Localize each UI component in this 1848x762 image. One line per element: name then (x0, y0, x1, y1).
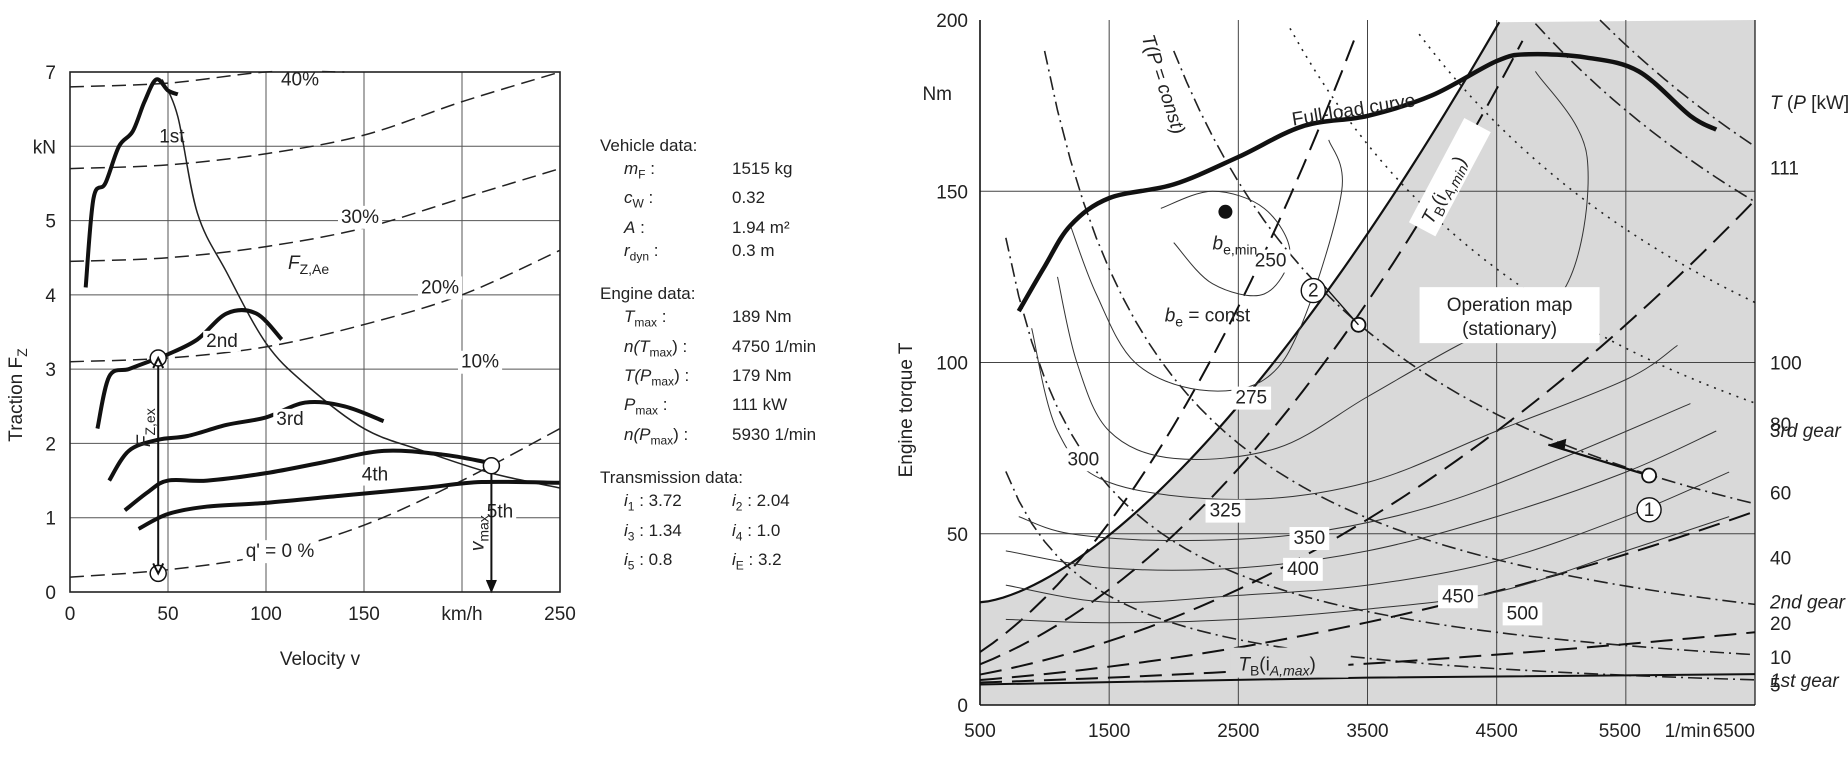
y-tick-label: 3 (45, 360, 56, 381)
plot-frame (69, 71, 561, 593)
data-value: 0.32 (732, 188, 766, 208)
traction-ylabel: Traction FZ (6, 348, 30, 442)
label-bg (277, 68, 323, 92)
data-value: 111 kW (732, 395, 788, 415)
arrow-head (152, 355, 165, 369)
gear-label: 5th (487, 502, 513, 523)
label-bg (417, 276, 463, 300)
hyperbola-label: FZ,Ae (288, 253, 329, 277)
marker-label: vmax (467, 515, 491, 551)
label-bg (203, 330, 241, 352)
data-row: T(Pmax) : 179 Nm (600, 364, 850, 393)
y-tick-label: 0 (45, 583, 56, 604)
grade-label: 10% (461, 352, 499, 373)
x-tick-label: 150 (348, 604, 380, 625)
y-tick-label: 2 (45, 434, 56, 455)
section-title: Transmission data: (600, 468, 743, 488)
data-value: 5930 1/min (732, 424, 817, 444)
gear-curve (123, 448, 486, 512)
traction-axes: 0 50 100 150 km/h 250 0 1 2 3 4 5 kN 7 (33, 63, 576, 625)
y-tick-label: 1 (45, 509, 56, 530)
data-key: n(Pmax) : (624, 424, 689, 448)
data-row: n(Tmax) : 4750 1/min (600, 335, 850, 364)
label-bg (242, 540, 318, 564)
x-tick-label: 250 (544, 604, 576, 625)
grade-curve (69, 71, 561, 170)
data-panel: Vehicle data: mF : 1515 kg cW : 0.32 A : 1.94 … (600, 134, 850, 577)
data-key: cW : (624, 188, 654, 211)
data-row: cW : 0.32 (600, 186, 850, 215)
traction-xlabel: Velocity v (280, 649, 361, 670)
grade-curve (69, 167, 561, 263)
section-title: Vehicle data: (600, 136, 698, 155)
data-key: n(Tmax) : (624, 336, 688, 359)
data-row: Tmax : 189 Nm (600, 305, 850, 334)
transmission-row: i5 : 0.8 iE : 3.2 (600, 548, 850, 577)
data-key: rdyn : (624, 240, 659, 264)
gear-curve (83, 77, 179, 288)
ratio-item: i5 : 0.8 (624, 549, 673, 573)
marker-circle (482, 456, 501, 475)
y-tick-label: 7 (45, 63, 56, 84)
data-row: Pmax : 111 kW (600, 393, 850, 422)
data-row: A : 1.94 m² (600, 216, 850, 239)
y-tick-label: kN (33, 137, 56, 158)
data-key: Tmax : (624, 307, 667, 330)
data-value: 1515 kg (732, 159, 793, 178)
gear-curve (95, 308, 284, 430)
data-key: Pmax : (624, 395, 668, 418)
gear-curve (137, 479, 561, 531)
data-row: rdyn : 0.3 m (600, 239, 850, 268)
data-value: 189 Nm (732, 307, 792, 327)
arrow-head (485, 579, 497, 594)
ratio-item: i3 : 1.34 (624, 520, 682, 543)
marker-label: FZ,ex (134, 408, 158, 447)
x-tick-label: 0 (65, 604, 76, 625)
data-row: n(Pmax) : 5930 1/min (600, 423, 850, 452)
ratio-item: iE : 3.2 (732, 549, 782, 573)
x-tick-label: km/h (441, 604, 482, 625)
data-key: T(Pmax) : (624, 365, 690, 389)
x-tick-label: 100 (250, 604, 282, 625)
traction-grid (70, 72, 560, 592)
grade-label: 40% (281, 69, 319, 90)
label-bg (358, 464, 392, 486)
label-bg (273, 408, 307, 430)
gear-label: 2nd (206, 331, 238, 352)
gear-label: 1st (159, 127, 185, 148)
data-value: 0.3 m (732, 240, 775, 260)
ratio-item: i2 : 2.04 (732, 491, 790, 514)
y-tick-label: 4 (45, 286, 56, 307)
data-row: mF : 1515 kg (600, 157, 850, 186)
gear-label: 4th (362, 465, 388, 486)
data-value: 1.94 m² (732, 217, 790, 237)
grade-label: q' = 0 % (246, 541, 315, 562)
transmission-row: i3 : 1.34 i4 : 1.0 (600, 519, 850, 548)
section-title: Engine data: (600, 284, 696, 304)
label-bg (337, 205, 383, 229)
transmission-row: i1 : 3.72 i2 : 2.04 (600, 489, 850, 518)
ratio-item: i1 : 3.72 (624, 491, 682, 514)
ideal-traction-hyperbola (161, 79, 561, 489)
x-tick-label: 50 (157, 604, 178, 625)
data-key: mF : (624, 159, 655, 182)
arrow-head (152, 562, 165, 576)
traction-curves: 40% 30% 20% 10% q' = 0 % FZ,Ae 1st 2nd 3rd 4th 5th… (69, 68, 561, 594)
gear-label: 3rd (276, 409, 303, 430)
ratio-item: i4 : 1.0 (732, 520, 781, 543)
data-key: A : (624, 217, 645, 237)
gear-curve (107, 399, 385, 482)
label-bg (457, 350, 503, 374)
grade-label: 30% (341, 207, 379, 228)
grade-label: 20% (421, 277, 459, 298)
data-value: 179 Nm (732, 365, 792, 385)
data-value: 4750 1/min (732, 336, 817, 356)
y-tick-label: 5 (45, 212, 56, 233)
